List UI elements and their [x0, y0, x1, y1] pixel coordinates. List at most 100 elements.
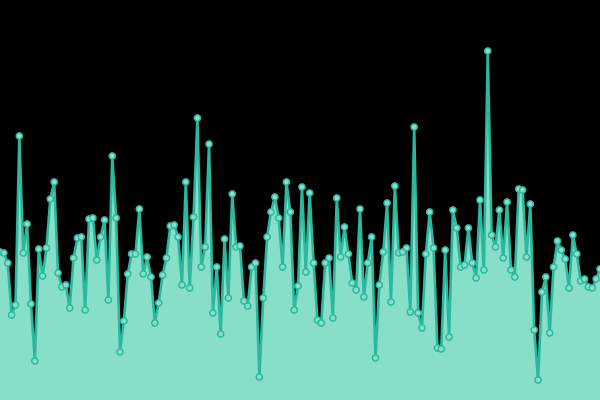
- data-point-marker: [487, 231, 496, 239]
- data-point-marker: [588, 284, 597, 292]
- data-point-marker: [569, 231, 577, 239]
- data-point-marker: [387, 298, 395, 306]
- data-point-marker: [255, 373, 264, 381]
- data-point-marker: [181, 178, 190, 186]
- data-point-marker: [96, 233, 105, 241]
- data-point-marker: [278, 263, 287, 271]
- data-point-marker: [267, 208, 275, 216]
- data-point-marker: [406, 308, 415, 316]
- data-point-marker: [243, 302, 252, 310]
- data-point-marker: [77, 233, 86, 241]
- data-point-marker: [561, 255, 570, 263]
- data-point-marker: [510, 273, 519, 281]
- data-point-marker: [596, 265, 600, 273]
- data-point-marker: [580, 275, 589, 283]
- data-point-marker: [538, 288, 546, 296]
- data-point-marker: [480, 266, 488, 274]
- data-point-marker: [11, 301, 20, 309]
- data-point-marker: [65, 304, 74, 312]
- data-point-marker: [367, 233, 376, 241]
- data-point-marker: [336, 253, 345, 261]
- data-point-marker: [530, 326, 539, 334]
- data-point-marker: [30, 357, 39, 365]
- data-point-marker: [259, 294, 268, 302]
- data-point-marker: [178, 281, 186, 289]
- data-point-marker: [263, 233, 271, 241]
- data-point-marker: [61, 281, 70, 289]
- data-point-marker: [476, 196, 484, 204]
- data-point-marker: [162, 254, 171, 262]
- data-point-marker: [108, 152, 117, 160]
- data-point-marker: [352, 286, 360, 294]
- data-point-marker: [197, 263, 206, 271]
- data-point-marker: [356, 205, 364, 213]
- data-point-marker: [50, 178, 59, 186]
- data-point-marker: [150, 319, 159, 327]
- data-point-marker: [201, 243, 210, 251]
- data-point-marker: [348, 279, 357, 287]
- data-point-marker: [495, 206, 504, 214]
- data-point-marker: [565, 284, 573, 292]
- data-point-marker: [379, 248, 388, 256]
- data-point-marker: [38, 272, 47, 280]
- data-point-marker: [592, 275, 600, 283]
- data-point-marker: [305, 189, 314, 197]
- data-point-marker: [449, 206, 457, 214]
- data-point-marker: [220, 235, 229, 243]
- data-point-marker: [46, 195, 55, 203]
- data-point-marker: [418, 324, 426, 332]
- data-point-marker: [193, 114, 202, 122]
- data-point-marker: [410, 123, 419, 131]
- data-point-marker: [414, 309, 422, 317]
- data-point-marker: [572, 250, 581, 258]
- data-point-marker: [54, 269, 62, 277]
- data-point-marker: [270, 193, 279, 201]
- data-point-marker: [468, 259, 477, 267]
- data-point-marker: [557, 246, 566, 254]
- data-point-marker: [100, 216, 109, 224]
- data-point-marker: [120, 317, 128, 325]
- data-point-marker: [205, 140, 213, 148]
- data-point-marker: [294, 282, 302, 290]
- data-point-marker: [329, 314, 337, 322]
- data-point-marker: [321, 259, 330, 267]
- data-point-marker: [170, 221, 179, 229]
- data-point-marker: [147, 273, 155, 281]
- data-point-marker: [23, 220, 31, 228]
- data-point-marker: [92, 256, 101, 264]
- data-point-marker: [499, 254, 508, 262]
- data-point-marker: [131, 250, 140, 258]
- data-point-marker: [34, 245, 43, 253]
- data-point-marker: [81, 306, 90, 314]
- data-point-marker: [360, 293, 368, 301]
- data-point-marker: [189, 213, 198, 221]
- data-point-marker: [507, 266, 515, 274]
- data-point-marker: [3, 259, 12, 267]
- data-point-marker: [42, 244, 51, 252]
- data-point-marker: [69, 254, 78, 262]
- data-point-marker: [174, 233, 182, 241]
- data-point-marker: [483, 47, 492, 55]
- data-point-marker: [216, 330, 225, 338]
- data-point-marker: [421, 250, 430, 258]
- data-point-marker: [522, 253, 531, 261]
- data-point-marker: [460, 261, 469, 269]
- data-point-marker: [0, 249, 8, 257]
- data-point-marker: [332, 194, 341, 202]
- data-point-marker: [224, 294, 233, 302]
- data-point-marker: [545, 329, 554, 337]
- data-point-marker: [27, 300, 35, 308]
- data-point-marker: [240, 297, 248, 305]
- data-point-marker: [143, 253, 151, 261]
- data-point-marker: [549, 263, 558, 271]
- data-point-marker: [429, 244, 438, 252]
- data-point-marker: [116, 348, 124, 356]
- chart-line: [0, 49, 600, 382]
- data-point-marker: [534, 376, 542, 384]
- data-point-marker: [325, 254, 333, 262]
- data-point-marker: [15, 132, 24, 140]
- data-point-marker: [491, 243, 500, 251]
- data-point-marker: [526, 200, 535, 208]
